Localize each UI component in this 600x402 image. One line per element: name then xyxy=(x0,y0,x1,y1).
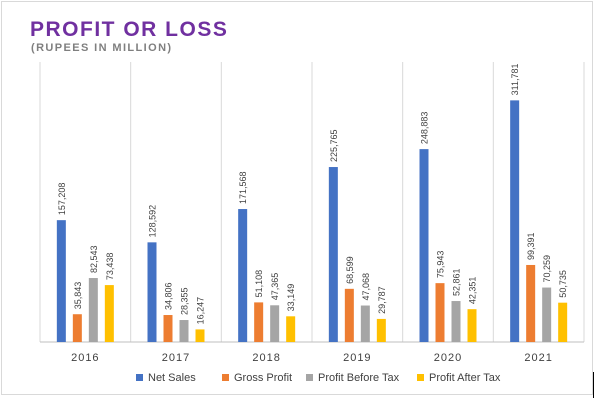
data-label: 75,943 xyxy=(436,251,446,279)
legend-swatch xyxy=(136,373,143,381)
x-tick-label: 2016 xyxy=(71,352,99,364)
bar xyxy=(451,301,461,342)
data-label: 47,068 xyxy=(361,273,371,301)
data-label: 99,391 xyxy=(526,232,536,260)
legend-item: Gross Profit xyxy=(222,372,292,384)
bar xyxy=(526,264,536,342)
data-label: 51,108 xyxy=(254,270,264,298)
data-label: 157,208 xyxy=(57,183,67,216)
bar xyxy=(147,242,157,342)
data-label: 68,599 xyxy=(345,256,355,284)
legend-label: Net Sales xyxy=(148,372,196,384)
legend-swatch xyxy=(222,373,229,381)
chart-frame xyxy=(1,1,593,395)
x-tick-label: 2019 xyxy=(343,352,371,364)
data-label: 35,843 xyxy=(73,282,83,310)
data-label: 42,351 xyxy=(468,277,478,305)
bar xyxy=(419,149,429,342)
data-label: 248,883 xyxy=(420,112,430,145)
x-tick-label: 2020 xyxy=(434,352,462,364)
bar xyxy=(195,329,205,342)
bar xyxy=(254,302,264,342)
bar xyxy=(286,316,296,342)
x-tick-label: 2018 xyxy=(252,352,280,364)
data-label: 16,247 xyxy=(196,297,206,325)
data-label: 82,543 xyxy=(89,245,99,273)
data-label: 29,787 xyxy=(377,286,387,314)
bar xyxy=(88,278,98,342)
legend-swatch xyxy=(306,373,313,381)
bar xyxy=(376,318,386,342)
legend-item: Profit Before Tax xyxy=(306,372,399,384)
chart-subtitle: (RUPEES IN MILLION) xyxy=(31,42,173,54)
chart-title: PROFIT OR LOSS xyxy=(30,18,229,41)
bar xyxy=(510,100,520,343)
bar xyxy=(360,305,370,342)
data-label: 52,861 xyxy=(452,269,462,297)
data-label: 28,355 xyxy=(180,287,190,315)
legend-label: Profit After Tax xyxy=(429,372,501,384)
bar xyxy=(104,285,114,342)
data-label: 311,781 xyxy=(510,63,520,95)
x-tick-label: 2021 xyxy=(524,352,552,364)
chart-legend: Net Sales Gross Profit Profit Before Tax Pr… xyxy=(0,372,600,386)
bar xyxy=(238,209,248,342)
x-tick-label: 2017 xyxy=(162,352,190,364)
data-label: 128,592 xyxy=(148,205,158,238)
bar xyxy=(558,302,568,342)
legend-item: Profit After Tax xyxy=(417,372,500,384)
bar xyxy=(542,287,552,342)
data-label: 70,259 xyxy=(542,255,552,283)
legend-item: Net Sales xyxy=(136,372,196,384)
data-label: 225,765 xyxy=(329,129,339,162)
bar xyxy=(328,167,338,342)
bar xyxy=(467,309,477,342)
bar xyxy=(270,305,280,342)
data-label: 34,806 xyxy=(164,282,174,310)
bar xyxy=(163,315,173,342)
bar xyxy=(72,314,82,342)
edge-divider xyxy=(593,372,594,398)
bar xyxy=(435,283,445,342)
legend-label: Profit Before Tax xyxy=(318,372,400,384)
bar xyxy=(56,220,66,342)
data-label: 171,568 xyxy=(238,171,248,204)
data-label: 73,438 xyxy=(105,253,115,281)
data-label: 33,149 xyxy=(286,284,296,312)
bar xyxy=(179,320,189,342)
legend-label: Gross Profit xyxy=(234,372,293,384)
bar xyxy=(344,288,354,342)
data-label: 50,735 xyxy=(558,270,568,298)
data-label: 47,365 xyxy=(270,273,280,301)
legend-swatch xyxy=(417,373,424,381)
